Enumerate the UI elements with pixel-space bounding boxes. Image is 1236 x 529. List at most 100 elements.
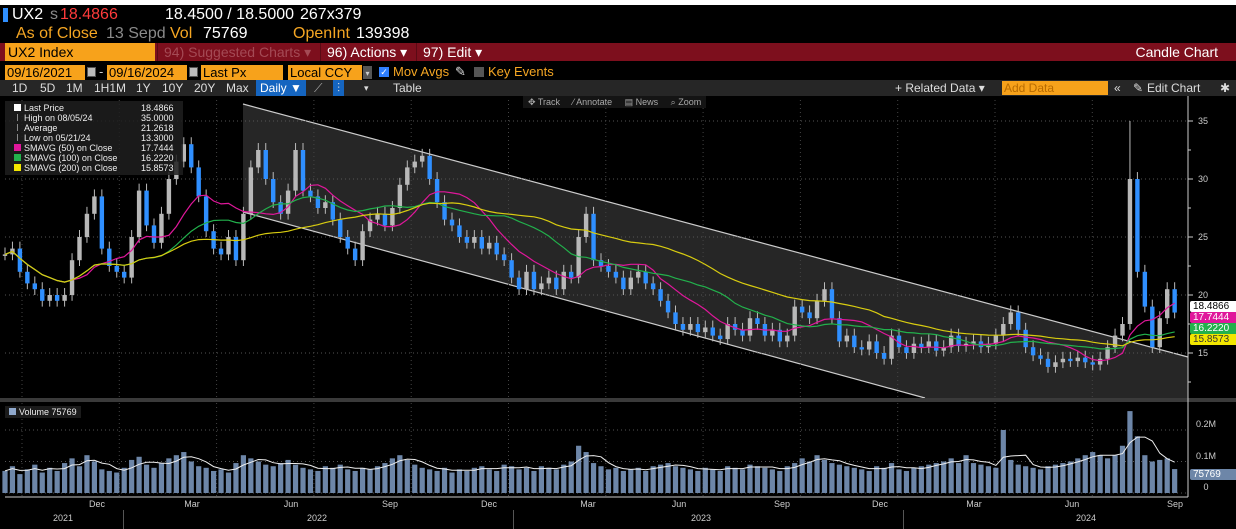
annotate-tool[interactable]: ⁄ Annotate — [572, 97, 613, 107]
currency-dropdown-icon[interactable]: ▾ — [363, 66, 372, 79]
settings-gear-icon[interactable]: ✱ — [1220, 81, 1231, 95]
zoom-tool[interactable]: ⌕ Zoom — [670, 97, 702, 107]
suggested-charts-menu[interactable]: 94) Suggested Charts ▾ — [157, 43, 317, 61]
x-year-label: 2024 — [1075, 513, 1097, 523]
volume-bar — [434, 470, 440, 493]
bid-ask: 18.4500 / 18.5000 — [165, 6, 295, 23]
period-1d[interactable]: 1D — [12, 81, 28, 95]
frequency-select[interactable]: Daily ▼ — [256, 80, 306, 96]
candle-body — [54, 295, 60, 301]
volume-bar — [62, 463, 68, 493]
candle-body — [2, 254, 8, 256]
edit-chart-button[interactable]: Edit Chart — [1147, 81, 1201, 95]
year-divider — [513, 510, 514, 529]
candle-body — [1150, 306, 1155, 348]
volume-bar — [389, 458, 395, 493]
mov-avgs-checkbox[interactable]: ✓ — [379, 67, 389, 77]
candle-body — [956, 335, 961, 347]
calendar-icon[interactable] — [87, 67, 96, 77]
volume-bar — [218, 469, 224, 493]
volume-bar — [576, 445, 582, 493]
period-5d[interactable]: 5D — [40, 81, 56, 95]
candle-body — [25, 271, 30, 284]
period-1h1m[interactable]: 1H1M — [94, 81, 127, 95]
candle-body — [628, 277, 633, 290]
candle-chart[interactable] — [0, 96, 1236, 529]
track-tool[interactable]: ✥ Track — [528, 97, 561, 107]
volume-bar — [240, 455, 246, 493]
quote-header: UX2 s 18.4866 18.4500 / 18.5000 267x379 — [0, 5, 1236, 24]
ticker: UX2 — [12, 6, 44, 23]
actions-menu[interactable]: 96) Actions ▾ — [320, 43, 413, 61]
volume-tag: 75769 — [1190, 469, 1236, 480]
volume-bar — [173, 455, 179, 493]
key-events-checkbox[interactable] — [474, 67, 484, 77]
x-year-label: 2022 — [306, 513, 328, 523]
collapse-icon[interactable]: « — [1114, 81, 1121, 95]
volume-bar — [1112, 455, 1118, 493]
volume-bar — [181, 452, 187, 493]
key-events-label[interactable]: Key Events — [488, 64, 554, 79]
security-input[interactable]: UX2 Index — [5, 43, 155, 61]
chart-style-dropdown-icon[interactable]: ▾ — [364, 83, 369, 93]
sma50-price-tag: 17.7444 — [1190, 312, 1236, 323]
volume-bar — [829, 463, 835, 493]
volume-bar — [1097, 455, 1103, 493]
field-select[interactable]: Last Px — [201, 65, 283, 80]
pencil-icon[interactable]: ✎ — [455, 64, 466, 79]
edit-menu[interactable]: 97) Edit ▾ — [416, 43, 488, 61]
news-tool[interactable]: ▤ News — [624, 97, 659, 107]
candle-body — [181, 144, 186, 162]
candle-body — [718, 335, 723, 340]
period-1y[interactable]: 1Y — [136, 81, 151, 95]
candle-body — [1001, 324, 1006, 336]
volume-bar — [69, 458, 75, 493]
related-data-button[interactable]: + Related Data ▾ — [895, 81, 985, 95]
mov-avgs-label[interactable]: Mov Avgs — [393, 64, 450, 79]
calendar-icon[interactable] — [189, 67, 198, 77]
candle-body — [271, 179, 276, 203]
candle-body — [680, 324, 686, 330]
channel-upper-line — [242, 103, 1189, 358]
volume-bar — [725, 466, 731, 493]
volume-bar — [151, 467, 157, 493]
legend-value: 13.3000 — [141, 133, 174, 143]
candle-body — [963, 343, 969, 347]
period-10y[interactable]: 10Y — [162, 81, 184, 95]
currency-select[interactable]: Local CCY — [288, 65, 362, 80]
candle-body — [710, 327, 715, 336]
period-20y[interactable]: 20Y — [194, 81, 216, 95]
candle-body — [539, 283, 544, 290]
volume-bar — [963, 455, 969, 493]
candle-body — [434, 179, 440, 203]
candle-body — [449, 219, 455, 226]
candle-body — [159, 213, 164, 243]
volume-bar — [941, 461, 947, 493]
volume-bar — [903, 470, 910, 493]
volume-bar — [322, 466, 328, 493]
volume-bar — [754, 466, 761, 493]
volume-bar — [784, 466, 790, 493]
volume-bar — [680, 467, 686, 493]
legend-marker-icon — [17, 114, 18, 121]
candle-body — [665, 300, 671, 313]
edit-chart-pencil-icon[interactable]: ✎ — [1133, 81, 1144, 95]
volume-average-line — [4, 436, 1175, 472]
candle-body — [84, 213, 90, 237]
table-button[interactable]: Table — [393, 81, 422, 95]
volume-legend: Volume 75769 — [5, 406, 81, 418]
line-chart-icon[interactable]: ⟋ — [314, 81, 323, 95]
start-date-input[interactable]: 09/16/2021 — [5, 65, 85, 80]
x-month-label: Sep — [1166, 499, 1184, 509]
period-max[interactable]: Max — [226, 81, 249, 95]
y-tick-label: 20 — [1197, 290, 1209, 300]
candle-body — [621, 277, 626, 290]
volume-tick-label: 0.1M — [1195, 450, 1217, 461]
volume-bar — [382, 463, 388, 493]
add-data-input[interactable]: Add Data — [1002, 81, 1108, 95]
candle-body — [531, 271, 537, 290]
volume-bar — [807, 461, 813, 493]
candle-chart-icon[interactable]: ⫶ — [333, 80, 345, 96]
end-date-input[interactable]: 09/16/2024 — [107, 65, 187, 80]
period-1m[interactable]: 1M — [66, 81, 83, 95]
